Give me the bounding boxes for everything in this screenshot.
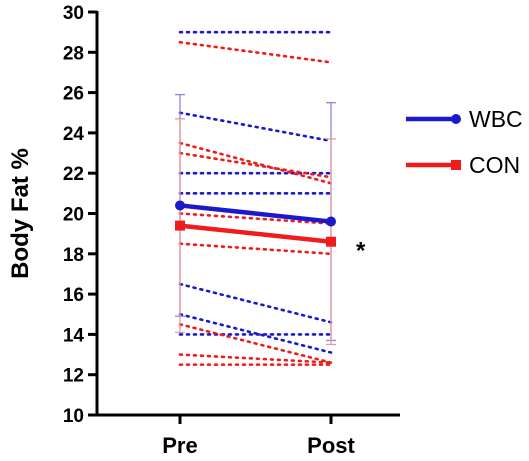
y-tick-label: 18 [63, 245, 84, 266]
legend-label-con: CON [469, 152, 520, 178]
y-axis-title: Body Fat % [7, 148, 34, 279]
legend-label-wbc: WBC [469, 106, 523, 132]
x-tick-label-pre: Pre [162, 433, 197, 458]
point-con [326, 236, 336, 247]
y-tick-label: 22 [63, 164, 84, 185]
series-line-con [179, 223, 332, 244]
y-tick-label: 16 [63, 285, 84, 306]
y-tick-label: 20 [63, 205, 84, 226]
significance-asterisk: * [356, 238, 366, 265]
individual-line-con [178, 212, 333, 225]
individual-line-con [178, 40, 333, 64]
individual-line-con [178, 353, 333, 364]
y-tick-label: 10 [63, 406, 84, 427]
individual-line-wbc [178, 282, 333, 324]
individual-line-wbc [178, 111, 333, 143]
x-tick-label-post: Post [307, 433, 355, 458]
y-tick-label: 26 [63, 84, 84, 105]
legend-marker [451, 160, 461, 170]
point-con [175, 220, 185, 231]
individual-line-wbc [178, 312, 333, 354]
y-axis: 10 12 14 16 18 20 22 24 26 28 30 [63, 3, 99, 427]
legend-marker [451, 114, 461, 124]
y-tick-label: 28 [63, 43, 84, 64]
point-wbc [326, 216, 336, 227]
y-tick-label: 24 [63, 124, 85, 145]
legend: WBC CON [406, 106, 523, 178]
point-wbc [175, 200, 185, 211]
individual-line-con [178, 242, 333, 256]
annotations: * [356, 238, 366, 265]
series-line-wbc [179, 203, 332, 224]
individual-lines [178, 30, 333, 366]
y-tick-label: 30 [63, 3, 84, 24]
x-axis: Pre Post [96, 413, 400, 458]
y-tick-label: 12 [63, 366, 84, 387]
individual-line-con [178, 151, 333, 179]
individual-line-con [178, 323, 333, 364]
individual-line-con [178, 141, 333, 185]
mean-series [175, 200, 336, 247]
y-tick-label: 14 [63, 325, 85, 346]
